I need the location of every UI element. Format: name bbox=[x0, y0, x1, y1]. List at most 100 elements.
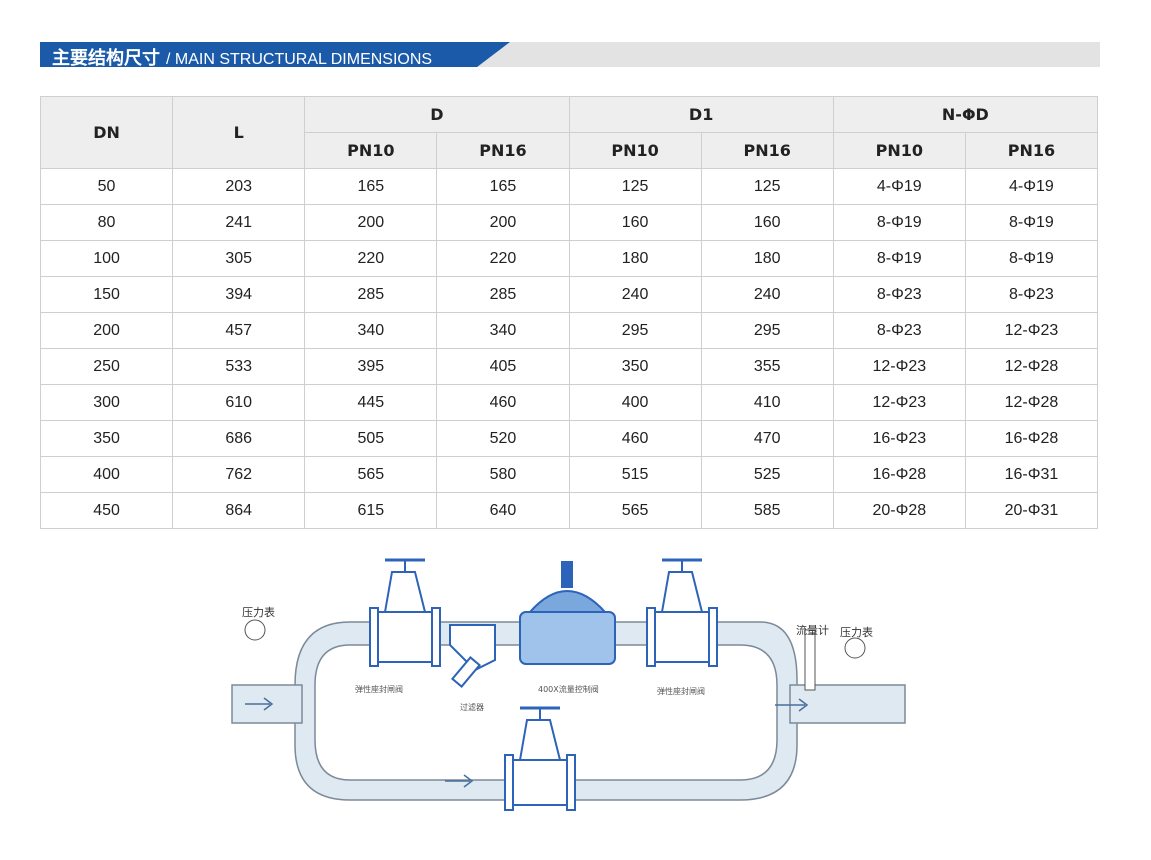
table-cell: 762 bbox=[172, 456, 306, 493]
bypass-gate-valve-body bbox=[509, 759, 571, 806]
section-title-cn: 主要结构尺寸 bbox=[52, 48, 160, 69]
table-cell: 395 bbox=[304, 348, 438, 385]
control-valve bbox=[519, 561, 616, 665]
header-d1-pn10: PN10 bbox=[568, 132, 702, 169]
table-cell: 12-Φ23 bbox=[832, 384, 966, 421]
table-cell: 580 bbox=[436, 456, 570, 493]
table-cell: 610 bbox=[172, 384, 306, 421]
table-cell: 457 bbox=[172, 312, 306, 349]
header-n-phid: N-ΦD bbox=[832, 96, 1099, 133]
table-cell: 80 bbox=[39, 204, 174, 241]
table-cell: 200 bbox=[39, 312, 174, 349]
table-cell: 241 bbox=[172, 204, 306, 241]
arrow-outlet-icon bbox=[775, 698, 809, 712]
table-cell: 470 bbox=[700, 420, 834, 457]
table-row: 400 762 565 580 515 525 16-Φ28 16-Φ31 bbox=[39, 456, 1099, 493]
table-cell: 12-Φ23 bbox=[832, 348, 966, 385]
table-cell: 350 bbox=[39, 420, 174, 457]
table-cell: 565 bbox=[304, 456, 438, 493]
table-cell: 686 bbox=[172, 420, 306, 457]
table-cell: 20-Φ31 bbox=[964, 492, 1099, 529]
table-cell: 250 bbox=[39, 348, 174, 385]
banner-blue-block: 主要结构尺寸 / MAIN STRUCTURAL DIMENSIONS bbox=[40, 42, 510, 67]
table-cell: 864 bbox=[172, 492, 306, 529]
table-cell: 8-Φ19 bbox=[832, 204, 966, 241]
table-cell: 4-Φ19 bbox=[964, 168, 1099, 205]
table-cell: 50 bbox=[39, 168, 174, 205]
table-row: 100 305 220 220 180 180 8-Φ19 8-Φ19 bbox=[39, 240, 1099, 277]
arrow-bypass-icon bbox=[445, 774, 474, 788]
gate-valve-right-body bbox=[651, 611, 713, 663]
table-cell: 220 bbox=[436, 240, 570, 277]
table-cell: 203 bbox=[172, 168, 306, 205]
header-d-pn10: PN10 bbox=[304, 132, 438, 169]
table-cell: 460 bbox=[436, 384, 570, 421]
table-cell: 200 bbox=[436, 204, 570, 241]
table-cell: 165 bbox=[304, 168, 438, 205]
control-valve-label: 400X流量控制阀 bbox=[538, 685, 599, 694]
header-nphid-pn16: PN16 bbox=[964, 132, 1099, 169]
table-row: 150 394 285 285 240 240 8-Φ23 8-Φ23 bbox=[39, 276, 1099, 313]
table-cell: 240 bbox=[700, 276, 834, 313]
header-dn: DN bbox=[39, 96, 174, 169]
bypass-loop-pipe bbox=[294, 621, 798, 801]
table-cell: 180 bbox=[568, 240, 702, 277]
flow-meter-icon bbox=[804, 629, 816, 691]
table-cell: 295 bbox=[700, 312, 834, 349]
table-cell: 125 bbox=[568, 168, 702, 205]
table-row: 80 241 200 200 160 160 8-Φ19 8-Φ19 bbox=[39, 204, 1099, 241]
arrow-inlet-icon bbox=[245, 697, 274, 711]
filter-label: 过滤器 bbox=[460, 703, 484, 712]
pipeline-drawing bbox=[231, 558, 906, 811]
gate-valve-left-label: 弹性座封闸阀 bbox=[355, 685, 403, 694]
header-l: L bbox=[172, 96, 306, 169]
table-cell: 520 bbox=[436, 420, 570, 457]
table-cell: 8-Φ19 bbox=[964, 240, 1099, 277]
pressure-gauge-left-icon bbox=[244, 619, 266, 641]
header-d: D bbox=[304, 96, 570, 133]
header-nphid-pn10: PN10 bbox=[832, 132, 966, 169]
table-cell: 460 bbox=[568, 420, 702, 457]
pressure-gauge-right-icon bbox=[844, 637, 866, 659]
table-cell: 8-Φ23 bbox=[832, 312, 966, 349]
table-cell: 200 bbox=[304, 204, 438, 241]
table-cell: 8-Φ19 bbox=[964, 204, 1099, 241]
table-cell: 20-Φ28 bbox=[832, 492, 966, 529]
table-cell: 180 bbox=[700, 240, 834, 277]
table-cell: 394 bbox=[172, 276, 306, 313]
table-cell: 12-Φ28 bbox=[964, 384, 1099, 421]
table-row: 350 686 505 520 460 470 16-Φ23 16-Φ28 bbox=[39, 420, 1099, 457]
table-cell: 305 bbox=[172, 240, 306, 277]
section-banner: 主要结构尺寸 / MAIN STRUCTURAL DIMENSIONS bbox=[40, 42, 1100, 67]
table-cell: 525 bbox=[700, 456, 834, 493]
table-cell: 565 bbox=[568, 492, 702, 529]
table-cell: 12-Φ28 bbox=[964, 348, 1099, 385]
table-cell: 340 bbox=[304, 312, 438, 349]
table-cell: 16-Φ23 bbox=[832, 420, 966, 457]
table-cell: 445 bbox=[304, 384, 438, 421]
table-row: 450 864 615 640 565 585 20-Φ28 20-Φ31 bbox=[39, 492, 1099, 529]
table-cell: 160 bbox=[700, 204, 834, 241]
table-cell: 410 bbox=[700, 384, 834, 421]
section-title-en: / MAIN STRUCTURAL DIMENSIONS bbox=[166, 51, 433, 68]
table-cell: 16-Φ31 bbox=[964, 456, 1099, 493]
table-cell: 16-Φ28 bbox=[964, 420, 1099, 457]
table-cell: 220 bbox=[304, 240, 438, 277]
pressure-gauge-right-label: 压力表 bbox=[840, 626, 873, 639]
gate-valve-right-label: 弹性座封闸阀 bbox=[657, 687, 705, 696]
header-d-pn16: PN16 bbox=[436, 132, 570, 169]
gate-valve-left-body bbox=[374, 611, 436, 663]
table-cell: 505 bbox=[304, 420, 438, 457]
table-cell: 295 bbox=[568, 312, 702, 349]
table-cell: 355 bbox=[700, 348, 834, 385]
table-cell: 8-Φ23 bbox=[832, 276, 966, 313]
table-cell: 285 bbox=[436, 276, 570, 313]
table-row: 200 457 340 340 295 295 8-Φ23 12-Φ23 bbox=[39, 312, 1099, 349]
flow-meter-label: 流量计 bbox=[796, 624, 829, 637]
table-cell: 16-Φ28 bbox=[832, 456, 966, 493]
table-row: 250 533 395 405 350 355 12-Φ23 12-Φ28 bbox=[39, 348, 1099, 385]
table-cell: 160 bbox=[568, 204, 702, 241]
table-cell: 8-Φ19 bbox=[832, 240, 966, 277]
table-row: 300 610 445 460 400 410 12-Φ23 12-Φ28 bbox=[39, 384, 1099, 421]
table-cell: 585 bbox=[700, 492, 834, 529]
